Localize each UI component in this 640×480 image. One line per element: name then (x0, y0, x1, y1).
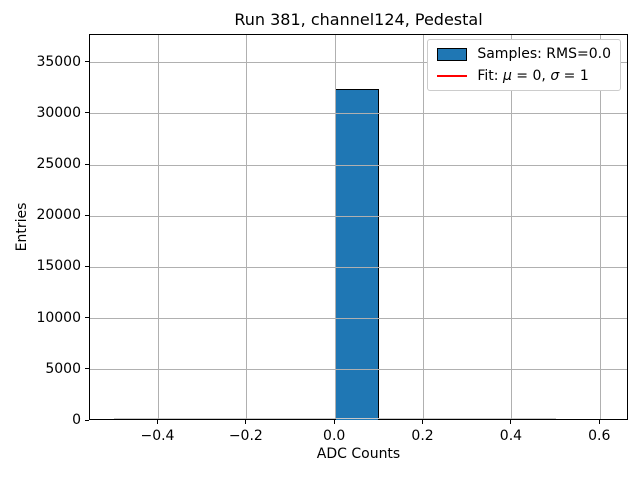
x-tick-label: −0.4 (140, 428, 175, 444)
y-tick-label: 15000 (36, 258, 81, 275)
y-tick-label: 25000 (36, 156, 81, 173)
y-tick-mark (85, 317, 89, 319)
x-gridline (423, 35, 425, 419)
y-tick-label: 10000 (36, 309, 81, 326)
x-tick-label: 0.2 (411, 428, 434, 444)
y-gridline (90, 164, 627, 166)
fit-line-swatch-icon (437, 75, 468, 77)
legend-entry-samples: Samples: RMS=0.0 (437, 46, 611, 62)
legend-samples-label: Samples: RMS=0.0 (477, 46, 611, 62)
y-tick-mark (85, 163, 89, 165)
samples-swatch-icon (437, 47, 468, 61)
mu-symbol: μ (502, 68, 512, 84)
y-tick-mark (85, 214, 89, 216)
y-tick-label: 0 (72, 412, 81, 428)
x-tick-mark (245, 420, 247, 424)
legend: Samples: RMS=0.0 Fit: μ = 0, σ = 1 (427, 39, 621, 91)
y-tick-label: 5000 (45, 360, 81, 377)
y-tick-mark (85, 368, 89, 370)
y-tick-mark (85, 419, 89, 421)
x-tick-mark (156, 420, 158, 424)
y-tick-mark (85, 61, 89, 63)
x-axis-label: ADC Counts (316, 446, 401, 462)
y-gridline (90, 318, 627, 320)
y-gridline (90, 62, 627, 64)
x-tick-mark (333, 420, 335, 424)
y-tick-mark (85, 265, 89, 267)
x-tick-label: 0.6 (588, 428, 611, 444)
x-gridline (511, 35, 513, 419)
x-tick-mark (510, 420, 512, 424)
plot-area: Samples: RMS=0.0 Fit: μ = 0, σ = 1 (89, 34, 628, 420)
y-tick-label: 35000 (36, 53, 81, 70)
x-tick-label: −0.2 (228, 428, 263, 444)
chart-title: Run 381, channel124, Pedestal (234, 10, 483, 29)
x-gridline (157, 35, 159, 419)
sigma-symbol: σ (550, 68, 560, 84)
histogram-bar (335, 89, 380, 420)
x-tick-mark (422, 420, 424, 424)
x-tick-label: 0.4 (499, 428, 523, 444)
x-gridline (599, 35, 601, 419)
x-tick-label: 0.0 (323, 428, 346, 444)
y-gridline (90, 266, 627, 268)
y-gridline (90, 113, 627, 115)
y-gridline (90, 369, 627, 371)
legend-fit-label: Fit: μ = 0, σ = 1 (477, 68, 589, 84)
y-gridline (90, 215, 627, 217)
y-tick-label: 20000 (36, 207, 81, 224)
x-tick-mark (598, 420, 600, 424)
y-tick-mark (85, 112, 89, 114)
y-tick-label: 30000 (36, 104, 81, 121)
x-gridline (246, 35, 248, 419)
x-gridline (334, 35, 336, 419)
legend-entry-fit: Fit: μ = 0, σ = 1 (437, 68, 611, 84)
